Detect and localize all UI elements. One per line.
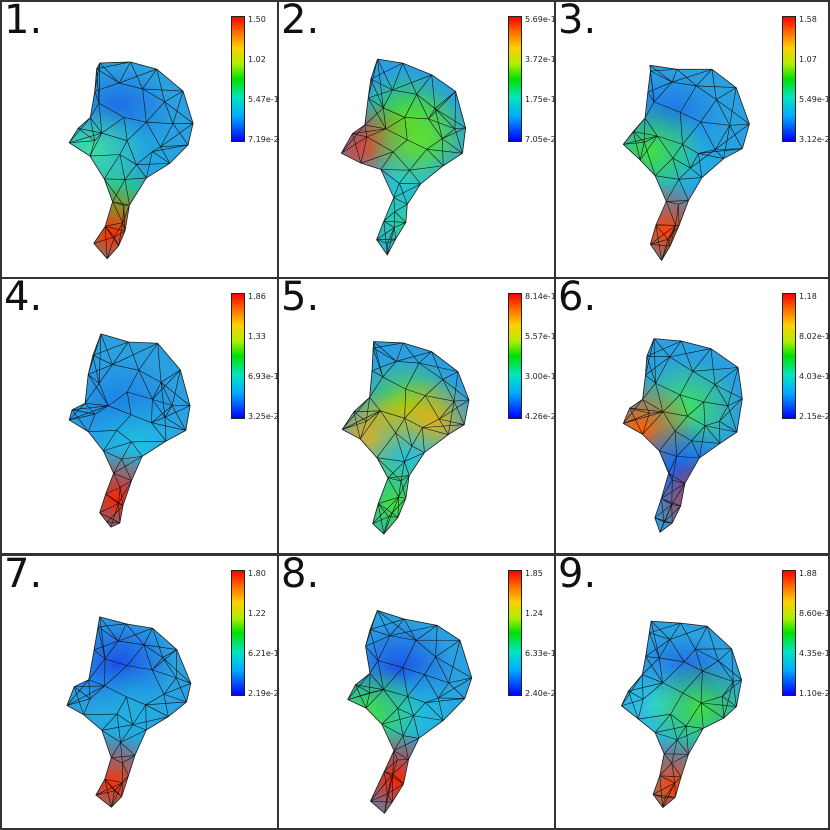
colorbar-tick-label: 7.05e-2 xyxy=(525,135,556,144)
colorbar xyxy=(231,293,245,419)
colorbar-tick-label: 4.35e-1 xyxy=(799,649,830,658)
panel-5: 5. 8.14e-1 5.57e-1 3.00e-1 4.26e-2 xyxy=(277,277,556,555)
mesh-plot xyxy=(68,333,191,528)
colorbar-tick-label: 6.21e-1 xyxy=(248,649,279,658)
colorbar-tick-label: 1.33 xyxy=(248,332,266,341)
colorbar-tick-label: 1.88 xyxy=(799,569,817,578)
colorbar-tick-label: 8.14e-1 xyxy=(525,292,556,301)
colorbar-tick-label: 4.26e-2 xyxy=(525,412,556,421)
panel-8: 8. 1.85 1.24 6.33e-1 2.40e-2 xyxy=(277,554,556,830)
panel-4: 4. 1.86 1.33 6.93e-1 3.25e-2 xyxy=(0,277,279,555)
mesh-plot xyxy=(622,338,743,533)
colorbar xyxy=(782,570,796,696)
colorbar xyxy=(508,293,522,419)
panel-label: 8. xyxy=(281,554,320,597)
colorbar-tick-label: 8.02e-1 xyxy=(799,332,830,341)
colorbar-tick-label: 1.58 xyxy=(799,15,817,24)
color-region xyxy=(66,733,167,808)
colorbar-tick-label: 1.75e-1 xyxy=(525,95,556,104)
mesh-outline xyxy=(620,620,743,809)
mesh-outline xyxy=(68,333,191,528)
colorbar-tick-label: 2.19e-2 xyxy=(248,689,279,698)
color-region xyxy=(652,454,743,533)
mesh-outline xyxy=(347,609,473,814)
mesh-outline xyxy=(341,341,470,535)
colorbar-tick-label: 6.93e-1 xyxy=(248,372,279,381)
color-region xyxy=(342,454,448,534)
colorbar-tick-label: 1.85 xyxy=(525,569,543,578)
panel-label: 1. xyxy=(4,0,43,43)
colorbar xyxy=(231,16,245,142)
panel-label: 5. xyxy=(281,277,320,320)
mesh-plot xyxy=(340,58,467,256)
colorbar xyxy=(782,16,796,142)
colorbar-tick-label: 3.25e-2 xyxy=(248,412,279,421)
colorbar-tick-label: 1.07 xyxy=(799,55,817,64)
colorbar-tick-label: 3.72e-1 xyxy=(525,55,556,64)
panel-3: 3. 1.58 1.07 5.49e-1 3.12e-2 xyxy=(554,0,830,280)
colorbar xyxy=(508,570,522,696)
colorbar-tick-label: 5.69e-1 xyxy=(525,15,556,24)
colorbar xyxy=(782,293,796,419)
mesh-plot xyxy=(66,616,192,808)
panel-label: 4. xyxy=(4,277,43,320)
colorbar-tick-label: 1.24 xyxy=(525,609,543,618)
colorbar-tick-label: 2.15e-2 xyxy=(799,412,830,421)
colorbar-tick-label: 1.50 xyxy=(248,15,266,24)
panel-9: 9. 1.88 8.60e-1 4.35e-1 1.10e-2 xyxy=(554,554,830,830)
colorbar xyxy=(508,16,522,142)
mesh-plot xyxy=(341,341,470,535)
colorbar-tick-label: 1.18 xyxy=(799,292,817,301)
mesh-plot xyxy=(620,620,743,809)
colorbar-tick-label: 6.33e-1 xyxy=(525,649,556,658)
mesh-outline xyxy=(622,338,743,533)
color-region xyxy=(69,183,167,259)
color-region xyxy=(81,396,191,497)
colorbar-tick-label: 1.86 xyxy=(248,292,266,301)
color-region xyxy=(351,175,462,255)
panel-label: 3. xyxy=(558,0,597,43)
color-region xyxy=(623,181,721,261)
colorbar-tick-label: 7.19e-2 xyxy=(248,135,279,144)
panel-1: 1. 1.50 1.02 5.47e-1 7.19e-2 xyxy=(0,0,279,280)
colorbar-tick-label: 2.40e-2 xyxy=(525,689,556,698)
panel-7: 7. 1.80 1.22 6.21e-1 2.19e-2 xyxy=(0,554,279,830)
panel-label: 9. xyxy=(558,554,597,597)
colorbar xyxy=(231,570,245,696)
panel-label: 6. xyxy=(558,277,597,320)
colorbar-tick-label: 5.47e-1 xyxy=(248,95,279,104)
colorbar-tick-label: 4.03e-1 xyxy=(799,372,830,381)
mesh-outline xyxy=(622,64,750,262)
colorbar-tick-label: 5.49e-1 xyxy=(799,95,830,104)
colorbar-tick-label: 3.12e-2 xyxy=(799,135,830,144)
mesh-plot xyxy=(68,61,194,260)
panel-label: 7. xyxy=(4,554,43,597)
colorbar-tick-label: 8.60e-1 xyxy=(799,609,830,618)
mesh-plot xyxy=(622,64,750,262)
panel-label: 2. xyxy=(281,0,320,43)
mesh-outline xyxy=(340,58,467,256)
colorbar-tick-label: 1.10e-2 xyxy=(799,689,830,698)
colorbar-tick-label: 1.02 xyxy=(248,55,266,64)
colorbar-tick-label: 5.57e-1 xyxy=(525,332,556,341)
panel-6: 6. 1.18 8.02e-1 4.03e-1 2.15e-2 xyxy=(554,277,830,555)
mesh-plot xyxy=(347,609,473,814)
mesh-outline xyxy=(66,616,192,808)
colorbar-tick-label: 1.80 xyxy=(248,569,266,578)
mesh-wireframe xyxy=(66,616,191,808)
color-region xyxy=(69,448,171,528)
mesh-outline xyxy=(68,61,194,260)
colorbar-tick-label: 3.00e-1 xyxy=(525,372,556,381)
colorbar-tick-label: 1.22 xyxy=(248,609,266,618)
panel-2: 2. 5.69e-1 3.72e-1 1.75e-1 7.05e-2 xyxy=(277,0,556,280)
